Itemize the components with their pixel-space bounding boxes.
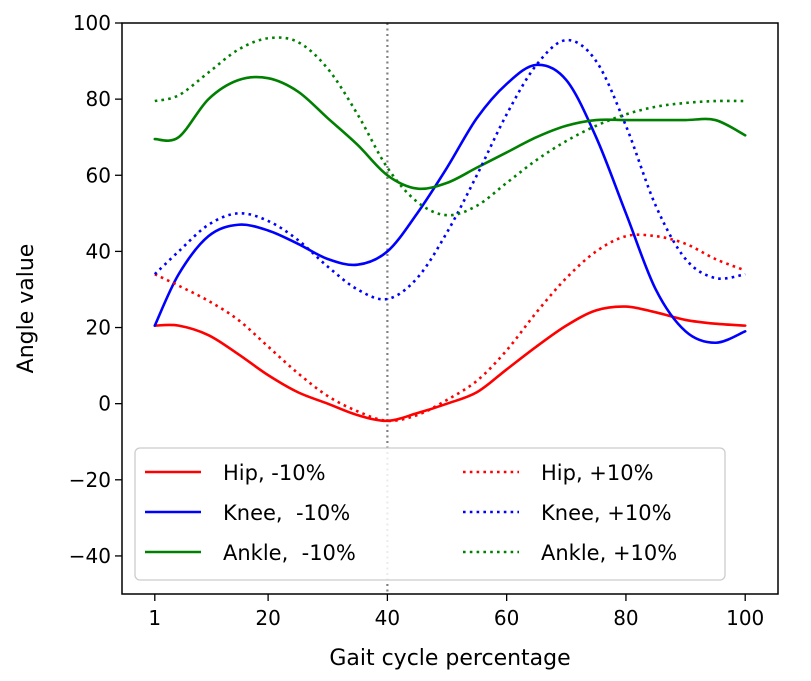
series-line-hip-plus10 xyxy=(154,233,746,423)
plot-lines xyxy=(153,23,747,594)
y-tick-label: 20 xyxy=(86,316,111,340)
series-line-knee-10 xyxy=(153,63,747,345)
series-line-ankle-10 xyxy=(153,75,747,191)
legend-label-hip-10: Hip, -10% xyxy=(223,461,326,485)
x-tick-label: 80 xyxy=(613,606,638,630)
x-tick-label: 40 xyxy=(375,606,400,630)
legend-label-ankle-10: Ankle, -10% xyxy=(223,541,356,565)
legend-label-knee-plus10: Knee, +10% xyxy=(541,501,672,525)
y-tick-label: 60 xyxy=(86,163,111,187)
series-line-ankle-plus10 xyxy=(154,36,746,217)
legend-label-hip-plus10: Hip, +10% xyxy=(541,461,654,485)
series-line-knee-plus10 xyxy=(153,38,746,301)
legend-box xyxy=(134,447,726,581)
legend: Hip, -10% Knee, -10% Ankle, -10% Hip, +10% K… xyxy=(134,447,726,581)
y-tick-label: 80 xyxy=(86,87,111,111)
x-tick-label: 100 xyxy=(726,606,764,630)
legend-label-ankle-plus10: Ankle, +10% xyxy=(541,541,677,565)
y-tick-label: 0 xyxy=(98,392,111,416)
y-tick-label: −40 xyxy=(69,544,111,568)
plot-frame xyxy=(121,22,779,595)
x-axis-label: Gait cycle percentage xyxy=(329,646,570,671)
y-tick-label: −20 xyxy=(69,468,111,492)
y-axis-label: Angle value xyxy=(14,244,39,374)
x-tick-label: 60 xyxy=(494,606,519,630)
legend-label-knee-10: Knee, -10% xyxy=(223,501,350,525)
x-tick-label: 20 xyxy=(255,606,280,630)
x-tick-label: 1 xyxy=(148,606,161,630)
y-tick-label: 100 xyxy=(73,11,111,35)
series-line-hip-10 xyxy=(153,305,747,423)
y-tick-label: 40 xyxy=(86,239,111,263)
axis-ticks: 1 20 40 60 80 100 −40 −20 0 20 40 60 80 100 xyxy=(69,11,765,630)
